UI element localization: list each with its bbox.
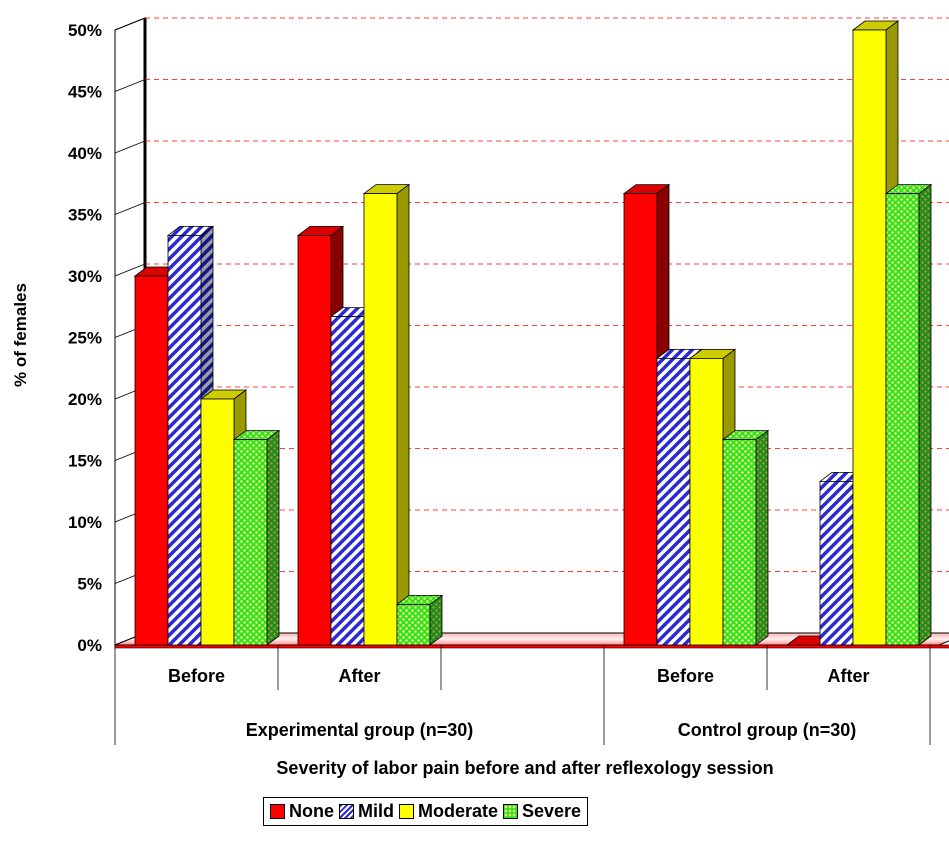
bar-side — [755, 429, 769, 646]
legend-item: Severe — [503, 801, 581, 822]
x-axis-title: Severity of labor pain before and after … — [276, 758, 773, 778]
x-tick-label: Before — [657, 666, 714, 686]
bar-front — [689, 358, 724, 646]
bar-side — [429, 594, 443, 646]
gridline-side — [114, 140, 146, 154]
bar-front — [722, 439, 757, 646]
gridline-side — [114, 202, 146, 215]
bar-front — [134, 275, 169, 646]
bar-front — [200, 398, 235, 646]
y-tick-label: 50% — [68, 21, 102, 40]
legend: None Mild Moderate Severe — [263, 797, 589, 826]
bar-front — [396, 604, 431, 646]
bar-front — [297, 235, 332, 646]
legend-swatch — [339, 804, 354, 819]
bar-side — [396, 183, 410, 646]
x-tick-label: After — [827, 666, 869, 686]
x-group-label: Experimental group (n=30) — [246, 720, 474, 740]
gridlines — [114, 17, 949, 584]
x-tick-label: Before — [168, 666, 225, 686]
bars — [133, 20, 933, 646]
y-tick-label: 15% — [68, 452, 102, 471]
bar-front — [233, 439, 268, 646]
legend-item: Mild — [339, 801, 394, 822]
y-tick-label: 45% — [68, 83, 102, 102]
bar-front — [167, 235, 202, 646]
y-tick-label: 5% — [77, 575, 102, 594]
y-axis-title: % of females — [11, 283, 30, 387]
gridline-side — [114, 79, 146, 92]
x-tick-label: After — [338, 666, 380, 686]
bar-side — [266, 429, 280, 646]
bar-front — [623, 193, 658, 646]
gridline-side — [114, 263, 146, 277]
bar — [362, 183, 411, 646]
y-tick-label: 35% — [68, 206, 102, 225]
y-tick-label: 40% — [68, 144, 102, 163]
legend-swatch — [399, 804, 414, 819]
legend-swatch — [270, 804, 285, 819]
bar — [395, 594, 444, 646]
y-tick-label: 30% — [68, 267, 102, 286]
bar — [232, 429, 281, 646]
bar — [884, 183, 933, 646]
bar-front — [852, 29, 887, 646]
gridline-side — [114, 17, 146, 31]
legend-swatch — [503, 804, 519, 819]
bar-front — [656, 358, 691, 646]
bar-side — [918, 183, 932, 646]
bar-front — [330, 316, 365, 646]
y-tick-label: 10% — [68, 513, 102, 532]
y-tick-label: 20% — [68, 390, 102, 409]
y-tick-label: 0% — [77, 636, 102, 655]
legend-label: None — [289, 801, 334, 821]
bar-front — [819, 481, 854, 646]
y-tick-label: 25% — [68, 329, 102, 348]
floor-front — [114, 644, 949, 649]
bar-front — [885, 193, 920, 646]
legend-label: Moderate — [418, 801, 499, 821]
x-axis: Before After Before After Experimental group… — [114, 645, 931, 745]
x-group-label: Control group (n=30) — [678, 720, 857, 740]
bar-front — [363, 193, 398, 646]
legend-item: Moderate — [399, 801, 498, 822]
y-axis: 0% 5% 10% 15% 20% 25% 30% 35% 40% 45% 50% — [68, 21, 116, 655]
legend-label: Mild — [358, 801, 394, 821]
legend-item: None — [270, 801, 334, 822]
bar — [721, 429, 770, 646]
legend-label: Severe — [522, 801, 582, 821]
